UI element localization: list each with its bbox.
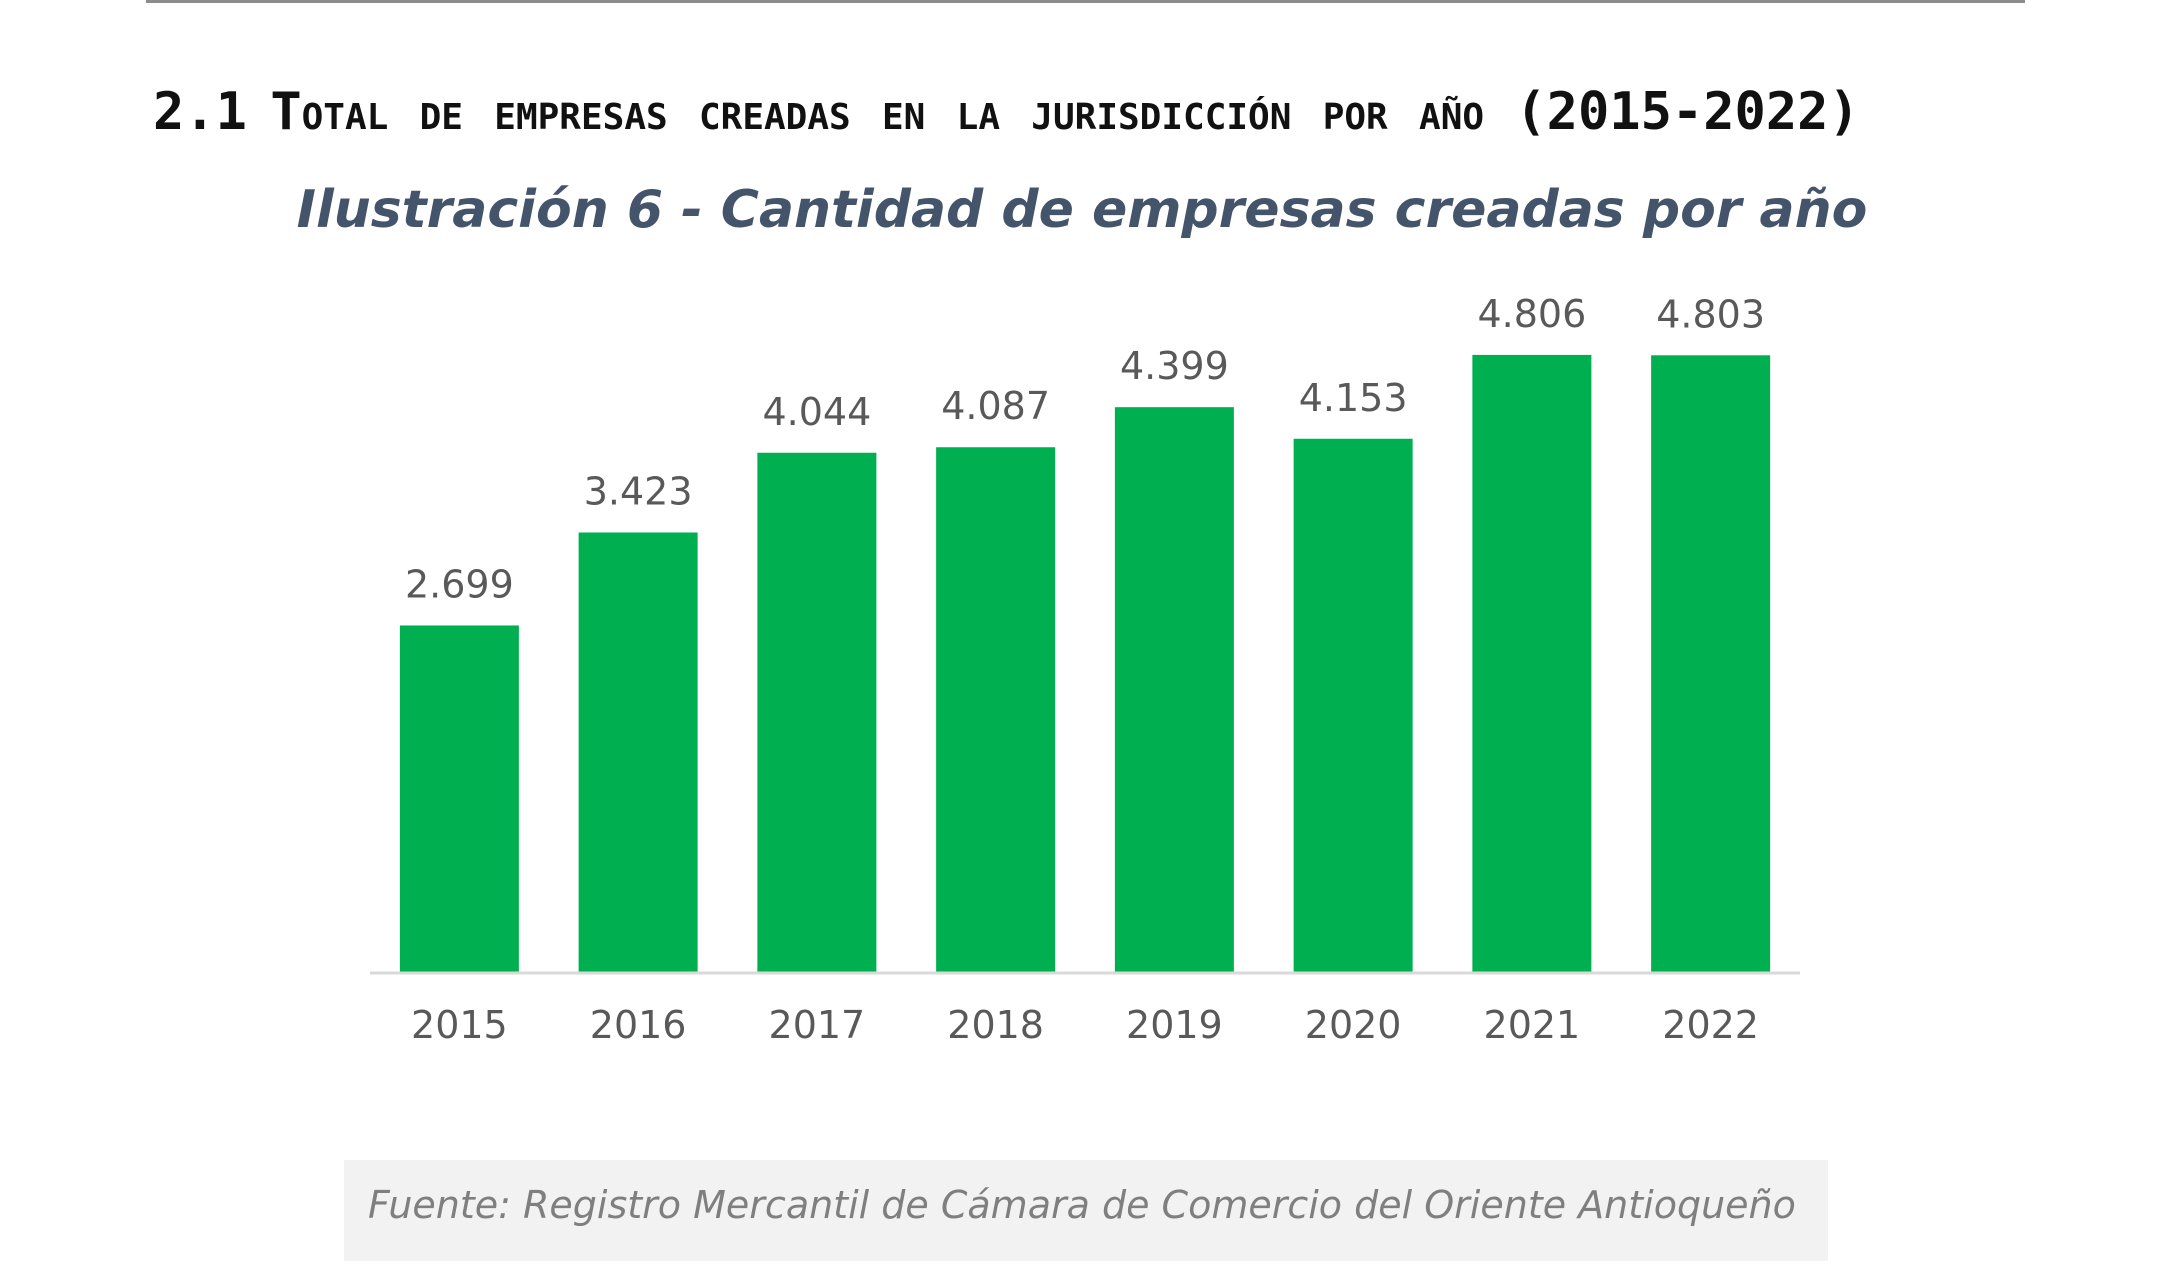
data-label-2019: 4.399 — [1120, 344, 1229, 388]
data-label-2020: 4.153 — [1299, 376, 1408, 420]
x-tick-label-2022: 2022 — [1662, 1003, 1759, 1047]
x-tick-label-2018: 2018 — [947, 1003, 1044, 1047]
bar-2022 — [1651, 355, 1771, 972]
x-tick-label-2019: 2019 — [1126, 1003, 1223, 1047]
top-rule — [146, 0, 2025, 3]
bar-2021 — [1472, 354, 1592, 972]
data-label-2016: 3.423 — [584, 469, 693, 513]
figure-caption: Ilustración 6 - Cantidad de empresas cre… — [296, 180, 1868, 240]
x-tick-label-2015: 2015 — [411, 1003, 508, 1047]
data-label-2017: 4.044 — [762, 390, 871, 434]
source-box: Fuente: Registro Mercantil de Cámara de … — [344, 1160, 1828, 1261]
x-tick-label-2016: 2016 — [590, 1003, 687, 1047]
x-tick-label-2017: 2017 — [769, 1003, 866, 1047]
x-tick-label-2021: 2021 — [1484, 1003, 1581, 1047]
data-label-2022: 4.803 — [1656, 292, 1765, 336]
section-number: 2.1 — [153, 82, 247, 142]
bar-chart: 2.699 2015 3.423 2016 4.044 2017 4.087 2018 4.39… — [370, 292, 1800, 1047]
data-label-2018: 4.087 — [941, 384, 1050, 428]
bar-2020 — [1293, 438, 1413, 973]
source-note: Fuente: Registro Mercantil de Cámara de … — [368, 1183, 1796, 1227]
bar-2019 — [1114, 407, 1234, 972]
bar-2018 — [936, 447, 1056, 972]
bar-2016 — [578, 532, 698, 972]
bar-2015 — [399, 625, 519, 972]
data-label-2015: 2.699 — [405, 562, 514, 606]
section-range: (2015-2022) — [1515, 82, 1860, 142]
bar-2017 — [757, 452, 877, 973]
data-label-2021: 4.806 — [1477, 292, 1586, 336]
x-tick-label-2020: 2020 — [1305, 1003, 1402, 1047]
section-heading: 2.1 Total de empresas creadas en la juris… — [153, 82, 1860, 142]
section-title: Total de empresas creadas en la jurisdic… — [270, 82, 1485, 142]
